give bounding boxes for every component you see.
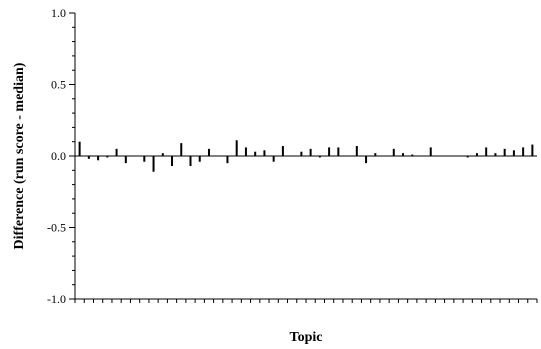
y-tick-label: -1.0 bbox=[47, 292, 66, 306]
x-ticks bbox=[74, 299, 538, 303]
y-tick-label: 0.5 bbox=[51, 78, 66, 92]
y-tick-label: 1.0 bbox=[51, 6, 66, 20]
y-axis-title: Difference (run score - median) bbox=[12, 62, 27, 249]
x-axis-title: Topic bbox=[290, 330, 323, 345]
bars bbox=[78, 140, 534, 172]
y-ticks: 1.0 0.5 0.0 -0.5 -1.0 bbox=[47, 6, 75, 306]
y-tick-label: -0.5 bbox=[47, 221, 66, 235]
y-tick-label: 0.0 bbox=[51, 149, 66, 163]
